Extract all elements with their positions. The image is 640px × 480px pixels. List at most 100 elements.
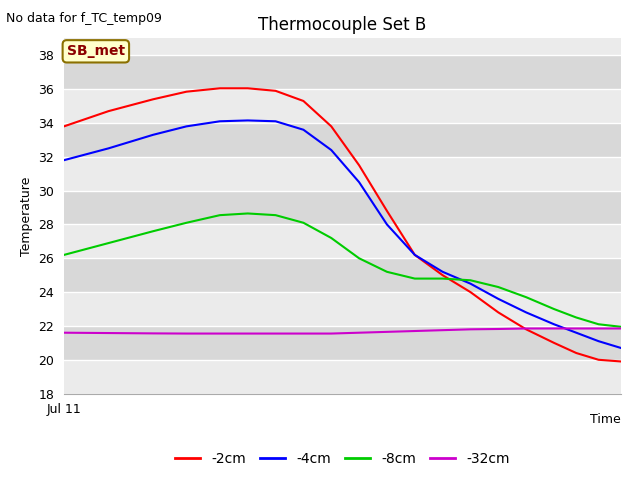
-2cm <box>522 326 530 332</box>
-4cm <box>105 145 113 151</box>
-32cm <box>411 328 419 334</box>
-32cm <box>617 325 625 331</box>
-2cm <box>617 359 625 364</box>
-32cm <box>272 331 280 336</box>
-32cm <box>522 325 530 331</box>
-32cm <box>60 330 68 336</box>
Title: Thermocouple Set B: Thermocouple Set B <box>259 16 426 34</box>
Bar <box>64 360 621 394</box>
-32cm <box>244 331 252 336</box>
-2cm <box>60 123 68 129</box>
-8cm <box>244 211 252 216</box>
-2cm <box>149 96 157 102</box>
Legend: -2cm, -4cm, -8cm, -32cm: -2cm, -4cm, -8cm, -32cm <box>170 447 515 472</box>
-8cm <box>105 240 113 246</box>
-8cm <box>328 235 335 241</box>
-32cm <box>216 331 224 336</box>
-2cm <box>216 85 224 91</box>
Text: No data for f_TC_temp09: No data for f_TC_temp09 <box>6 12 163 25</box>
-8cm <box>300 220 307 226</box>
-4cm <box>617 345 625 351</box>
-2cm <box>572 350 580 356</box>
-2cm <box>105 108 113 114</box>
Line: -2cm: -2cm <box>64 88 621 361</box>
-8cm <box>182 220 190 226</box>
-2cm <box>411 252 419 258</box>
-4cm <box>572 330 580 336</box>
-32cm <box>572 325 580 331</box>
-4cm <box>411 252 419 258</box>
-4cm <box>439 269 447 275</box>
-32cm <box>355 330 363 336</box>
Bar <box>64 89 621 123</box>
-4cm <box>182 123 190 129</box>
-8cm <box>550 306 558 312</box>
Bar <box>64 191 621 225</box>
-4cm <box>328 147 335 153</box>
-8cm <box>355 255 363 261</box>
Bar <box>64 123 621 157</box>
-4cm <box>595 338 602 344</box>
-4cm <box>522 310 530 315</box>
-32cm <box>439 327 447 333</box>
-4cm <box>300 127 307 132</box>
-2cm <box>495 310 502 315</box>
-4cm <box>149 132 157 138</box>
-32cm <box>149 331 157 336</box>
-8cm <box>411 276 419 281</box>
-32cm <box>105 330 113 336</box>
-32cm <box>328 331 335 336</box>
-4cm <box>244 118 252 123</box>
-4cm <box>60 157 68 163</box>
-32cm <box>595 325 602 331</box>
-8cm <box>149 228 157 234</box>
-32cm <box>495 326 502 332</box>
-2cm <box>355 162 363 168</box>
-8cm <box>495 284 502 290</box>
-8cm <box>522 294 530 300</box>
-2cm <box>328 123 335 129</box>
-8cm <box>60 252 68 258</box>
-4cm <box>272 119 280 124</box>
-2cm <box>550 340 558 346</box>
-2cm <box>467 289 474 295</box>
Text: SB_met: SB_met <box>67 44 125 58</box>
-8cm <box>572 314 580 320</box>
-32cm <box>182 331 190 336</box>
Line: -32cm: -32cm <box>64 328 621 334</box>
-2cm <box>272 88 280 94</box>
-8cm <box>467 277 474 283</box>
-4cm <box>216 119 224 124</box>
-4cm <box>383 222 391 228</box>
-2cm <box>300 98 307 104</box>
-8cm <box>617 324 625 330</box>
Bar <box>64 157 621 191</box>
-8cm <box>216 212 224 218</box>
Line: -8cm: -8cm <box>64 214 621 327</box>
Bar <box>64 292 621 326</box>
-2cm <box>595 357 602 363</box>
-8cm <box>383 269 391 275</box>
-32cm <box>300 331 307 336</box>
-4cm <box>495 296 502 302</box>
Bar <box>64 258 621 292</box>
-32cm <box>550 325 558 331</box>
Line: -4cm: -4cm <box>64 120 621 348</box>
-2cm <box>383 208 391 214</box>
Bar <box>64 326 621 360</box>
Bar <box>64 225 621 258</box>
Y-axis label: Temperature: Temperature <box>20 176 33 256</box>
-2cm <box>182 89 190 95</box>
-8cm <box>595 322 602 327</box>
Text: Time: Time <box>590 413 621 426</box>
-8cm <box>439 276 447 281</box>
-8cm <box>272 212 280 218</box>
-2cm <box>244 85 252 91</box>
Bar <box>64 55 621 89</box>
-4cm <box>550 322 558 327</box>
-2cm <box>439 272 447 278</box>
-4cm <box>355 180 363 185</box>
-32cm <box>467 326 474 332</box>
-32cm <box>383 329 391 335</box>
-4cm <box>467 281 474 287</box>
